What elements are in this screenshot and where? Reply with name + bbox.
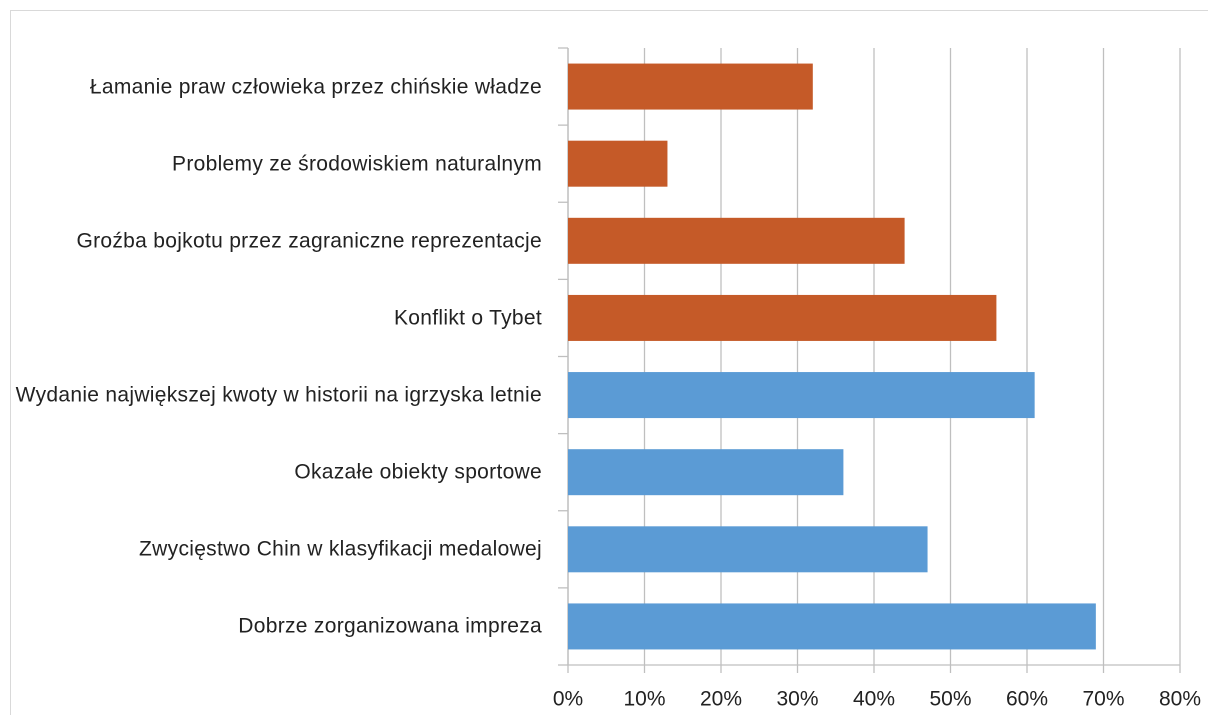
bar: [568, 217, 905, 264]
y-tick-label: Łamanie praw człowieka przez chińskie wł…: [89, 75, 542, 99]
x-tick-label: 10%: [623, 688, 665, 711]
bar: [568, 63, 813, 110]
x-tick-label: 40%: [853, 688, 895, 711]
y-tick-label: Okazałe obiekty sportowe: [294, 460, 542, 484]
bar: [568, 526, 928, 573]
y-tick-label: Problemy ze środowiskiem naturalnym: [172, 152, 542, 176]
chart-border: [10, 10, 1208, 715]
x-tick-label: 20%: [700, 688, 742, 711]
y-tick-label: Dobrze zorganizowana impreza: [238, 614, 542, 638]
bar: [568, 449, 844, 496]
y-tick-label: Konflikt o Tybet: [394, 306, 542, 330]
bar: [568, 294, 997, 341]
y-tick-label: Zwycięstwo Chin w klasyfikacji medalowej: [139, 537, 542, 561]
bar: [568, 372, 1035, 419]
bar: [568, 603, 1096, 650]
x-tick-label: 80%: [1159, 688, 1201, 711]
x-tick-label: 0%: [553, 688, 583, 711]
x-tick-label: 70%: [1082, 688, 1124, 711]
x-tick-label: 60%: [1006, 688, 1048, 711]
x-tick-label: 50%: [929, 688, 971, 711]
bar: [568, 140, 668, 187]
y-tick-label: Wydanie największej kwoty w historii na …: [15, 383, 542, 407]
x-tick-label: 30%: [776, 688, 818, 711]
y-tick-label: Groźba bojkotu przez zagraniczne repreze…: [76, 229, 542, 253]
